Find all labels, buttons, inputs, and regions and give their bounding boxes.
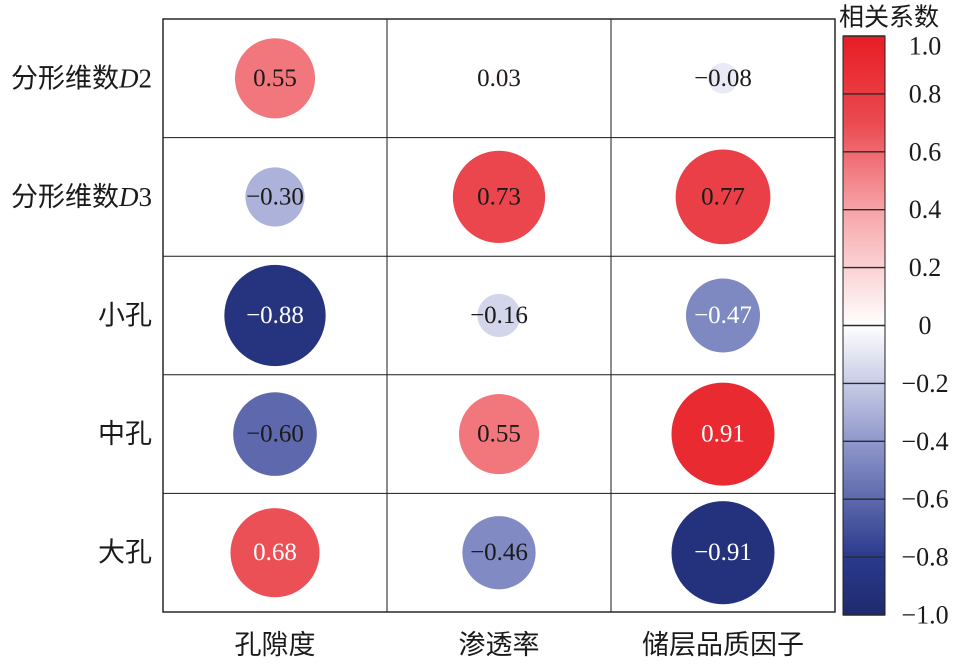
- colorbar-title: 相关系数: [839, 4, 939, 32]
- value-label: 0.91: [701, 421, 745, 448]
- value-label: 0.55: [253, 65, 297, 92]
- colorbar-tick-label: −0.6: [901, 485, 948, 514]
- colorbar-tick-label: −1.0: [901, 601, 948, 630]
- column-label: 孔隙度: [235, 630, 316, 660]
- correlation-circle: [477, 293, 521, 338]
- value-label: 0.73: [477, 183, 521, 210]
- correlation-circle: [671, 382, 775, 486]
- row-label-text: 3: [139, 182, 153, 212]
- value-label: −0.16: [470, 302, 528, 329]
- value-label: −0.60: [246, 421, 304, 448]
- colorbar-tick-label: −0.8: [901, 543, 948, 572]
- column-label: 储层品质因子: [642, 630, 804, 660]
- value-label: 0.68: [253, 539, 297, 566]
- column-label: 渗透率: [459, 630, 540, 660]
- value-label: −0.30: [246, 183, 304, 210]
- correlation-circle: [707, 63, 739, 94]
- row-label-variable: D: [118, 63, 139, 93]
- correlation-circle: [671, 501, 775, 605]
- correlation-circle: [224, 264, 326, 367]
- value-label: 0.03: [477, 65, 521, 92]
- correlation-circle: [685, 278, 761, 353]
- value-label: −0.88: [246, 302, 304, 329]
- plot-border: [162, 18, 836, 613]
- correlation-circle: [230, 508, 320, 598]
- row-label: 大孔: [98, 538, 152, 568]
- row-label-text: 中孔: [98, 419, 152, 449]
- correlation-circle: [458, 394, 540, 475]
- row-label-text: 小孔: [98, 301, 152, 331]
- row-label-variable: D: [118, 182, 139, 212]
- value-label: −0.46: [470, 539, 528, 566]
- colorbar-tick-label: 0.6: [909, 137, 942, 166]
- row-label-text: 2: [139, 63, 153, 93]
- row-label: 中孔: [98, 419, 152, 449]
- value-label: 0.55: [477, 421, 521, 448]
- value-label: 0.77: [701, 183, 745, 210]
- correlation-circle: [452, 150, 546, 244]
- label-layer: 0.55 0.03 −0.08 −0.30 0.73 0.77 −0.88 −0.16 −0.4…: [11, 63, 804, 660]
- row-label: 分形维数D2: [11, 63, 152, 93]
- correlation-circle: [675, 149, 771, 245]
- correlation-circle: [245, 167, 305, 227]
- value-label: −0.91: [694, 539, 752, 566]
- row-label-text: 分形维数: [11, 63, 119, 93]
- colorbar-tick-label: 0: [919, 311, 932, 340]
- row-label: 分形维数D3: [11, 182, 152, 212]
- colorbar-tick-label: −0.4: [901, 427, 948, 456]
- correlation-circle: [462, 516, 536, 590]
- colorbar-tick-label: 0.2: [909, 253, 942, 282]
- row-label: 小孔: [98, 301, 152, 331]
- correlation-circle: [233, 392, 317, 476]
- colorbar-tick-label: 0.4: [909, 195, 942, 224]
- value-label: −0.47: [694, 302, 752, 329]
- colorbar-tick-label: −0.2: [901, 369, 948, 398]
- colorbar: 相关系数 1.0 0.8 0.6 0.4 0.2 0 −0.2 −0.4 −0.6 −0.8 −1.…: [839, 4, 949, 630]
- colorbar-tick-label: 1.0: [909, 32, 942, 61]
- value-label: −0.08: [694, 65, 752, 92]
- correlation-circle: [489, 68, 509, 88]
- correlation-circle: [234, 38, 316, 119]
- circle-layer: [224, 38, 775, 605]
- colorbar-tick-label: 0.8: [909, 79, 942, 108]
- row-label-text: 大孔: [98, 538, 152, 568]
- row-label-text: 分形维数: [11, 182, 119, 212]
